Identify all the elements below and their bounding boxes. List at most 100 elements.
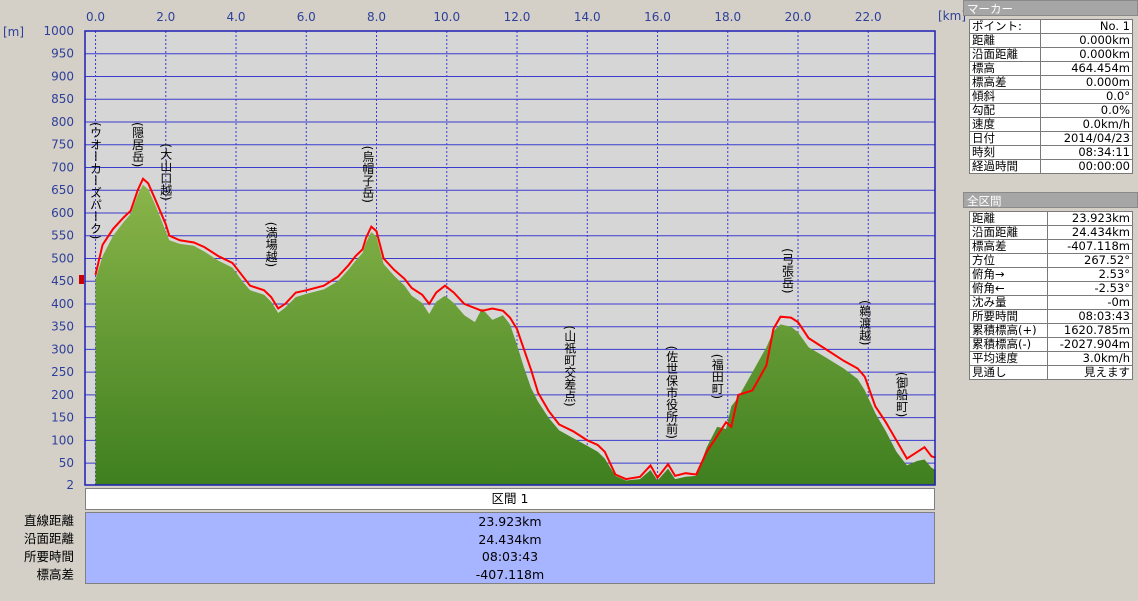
panel-row: 日付 2014/04/23 — [969, 131, 1134, 146]
panel-row-label: 俯角→ — [968, 267, 1049, 282]
segment-row-label: 所要時間 — [23, 549, 74, 564]
plot-border — [84, 30, 936, 486]
panel-row: 累積標高(-) -2027.904m — [968, 337, 1133, 352]
y-tick-label: 650 — [51, 183, 74, 197]
panel-row-value: No. 1 — [1039, 19, 1134, 34]
marker-panel-title: マーカー — [963, 0, 1138, 16]
panel-row-value: 2.53° — [1047, 267, 1133, 282]
x-tick-label: 6.0 — [297, 10, 316, 24]
x-axis-unit: [km] — [938, 9, 966, 23]
x-tick-label: 18.0 — [714, 10, 741, 24]
panel-row: 標高差 -407.118m — [968, 239, 1133, 254]
panel-row-value: 24.434km — [1047, 225, 1133, 240]
panel-row-label: 標高差 — [968, 239, 1049, 254]
panel-row-value: 0.000m — [1039, 75, 1134, 90]
panel-row-label: 平均速度 — [968, 351, 1049, 366]
x-tick-label: 4.0 — [226, 10, 245, 24]
x-tick-label: 10.0 — [433, 10, 460, 24]
panel-row: 沿面距離 24.434km — [968, 225, 1133, 240]
panel-row-label: 距離 — [969, 33, 1041, 48]
panel-row-value: 見えます — [1047, 365, 1133, 380]
marker-panel: マーカー ポイント: No. 1 距離 0.000km 沿面距離 0.000km 標高 464… — [963, 0, 1138, 174]
panel-row: ポイント: No. 1 — [969, 19, 1134, 34]
panel-row-label: 俯角← — [968, 281, 1049, 296]
panel-row-label: 傾斜 — [969, 89, 1041, 104]
y-tick-label: 250 — [51, 365, 74, 379]
segment-row-label: 標高差 — [36, 567, 74, 582]
panel-row-label: 累積標高(+) — [968, 323, 1049, 338]
segment-row-label: 直線距離 — [23, 513, 74, 528]
panel-row-label: 標高差 — [969, 75, 1041, 90]
y-tick-label: 850 — [51, 92, 74, 106]
panel-row: 所要時間 08:03:43 — [968, 309, 1133, 324]
y-axis-ticks: 1000 950 900 850 800 750 700 650 600 550 500 450 400… — [43, 24, 74, 492]
segment-values[interactable]: 23.923km 24.434km 08:03:43 -407.118m — [85, 512, 935, 584]
panel-row: 沈み量 -0m — [968, 295, 1133, 310]
panel-row-label: 時刻 — [969, 145, 1041, 160]
panel-row: 俯角← -2.53° — [968, 281, 1133, 296]
panel-row: 勾配 0.0% — [969, 103, 1134, 118]
segment-row-value: 24.434km — [478, 531, 542, 547]
segment-row-value: 08:03:43 — [481, 549, 539, 564]
panel-row-label: ポイント: — [969, 19, 1041, 34]
x-tick-label: 20.0 — [785, 10, 812, 24]
y-tick-label: 700 — [51, 160, 74, 174]
panel-row-label: 所要時間 — [968, 309, 1049, 324]
segment-header[interactable]: 区間 1 — [85, 488, 935, 510]
panel-row-value: -2027.904m — [1047, 337, 1133, 352]
waypoint-label: (福田町) — [710, 354, 724, 399]
segment-row-value: 23.923km — [478, 514, 542, 529]
panel-row: 標高差 0.000m — [969, 75, 1134, 90]
panel-row-value: 0.000km — [1039, 33, 1134, 48]
panel-row-value: 1620.785m — [1047, 323, 1133, 338]
panel-row-label: 累積標高(-) — [968, 337, 1049, 352]
panel-row: 俯角→ 2.53° — [968, 267, 1133, 282]
x-tick-label: 16.0 — [644, 10, 671, 24]
segment-row-label: 沿面距離 — [23, 531, 74, 546]
waypoint-label: (烏帽子岳) — [361, 146, 375, 203]
y-tick-label: 50 — [59, 456, 74, 470]
panel-row: 標高 464.454m — [969, 61, 1134, 76]
x-tick-label: 22.0 — [855, 10, 882, 24]
panel-row-label: 方位 — [968, 253, 1049, 268]
x-axis-ticks: 0.0 2.0 4.0 6.0 8.0 10.0 12.0 14.0 16.0 18.0 20.0 2… — [86, 10, 882, 24]
elevation-area — [95, 184, 936, 486]
panel-row-value: 2014/04/23 — [1039, 131, 1134, 146]
waypoint-label: (山祇町交差点) — [563, 325, 577, 406]
y-tick-label: 400 — [51, 297, 74, 311]
panel-row-value: 0.0km/h — [1039, 117, 1134, 132]
panel-row-value: 3.0km/h — [1047, 351, 1133, 366]
y-tick-label: 2 — [66, 478, 74, 492]
panel-row-label: 速度 — [969, 117, 1041, 132]
panel-row-label: 沈み量 — [968, 295, 1049, 310]
panel-row-label: 標高 — [969, 61, 1041, 76]
panel-row: 累積標高(+) 1620.785m — [968, 323, 1133, 338]
y-tick-label: 500 — [51, 251, 74, 265]
waypoint-label: (大山口越) — [159, 143, 173, 200]
panel-row-value: -2.53° — [1047, 281, 1133, 296]
y-tick-label: 900 — [51, 69, 74, 83]
panel-row: 距離 0.000km — [969, 33, 1134, 48]
panel-row-value: 08:03:43 — [1047, 309, 1133, 324]
panel-row: 傾斜 0.0° — [969, 89, 1134, 104]
waypoint-label: (弓張岳) — [780, 248, 794, 293]
waypoint-label: (御船町) — [895, 372, 909, 417]
panel-row-value: 267.52° — [1047, 253, 1133, 268]
panel-row: 経過時間 00:00:00 — [969, 159, 1134, 174]
x-tick-label: 12.0 — [504, 10, 531, 24]
y-tick-label: 750 — [51, 138, 74, 152]
segment-row-value: -407.118m — [475, 566, 545, 582]
panel-row: 見通し 見えます — [968, 365, 1133, 380]
x-tick-label: 0.0 — [86, 10, 105, 24]
panel-row-label: 距離 — [968, 211, 1049, 226]
waypoint-label: (鵜渡越) — [858, 300, 872, 345]
total-table: 距離 23.923km 沿面距離 24.434km 標高差 -407.118m 方位 267.… — [968, 211, 1133, 380]
panel-row-value: 23.923km — [1047, 211, 1133, 226]
waypoint-label: (ウオーカーズパーク) — [89, 122, 103, 239]
panel-row-label: 日付 — [969, 131, 1041, 146]
start-marker[interactable] — [79, 275, 84, 284]
y-tick-label: 600 — [51, 206, 74, 220]
panel-row-label: 勾配 — [969, 103, 1041, 118]
waypoint-label: (佐世保市役所前) — [665, 346, 679, 439]
